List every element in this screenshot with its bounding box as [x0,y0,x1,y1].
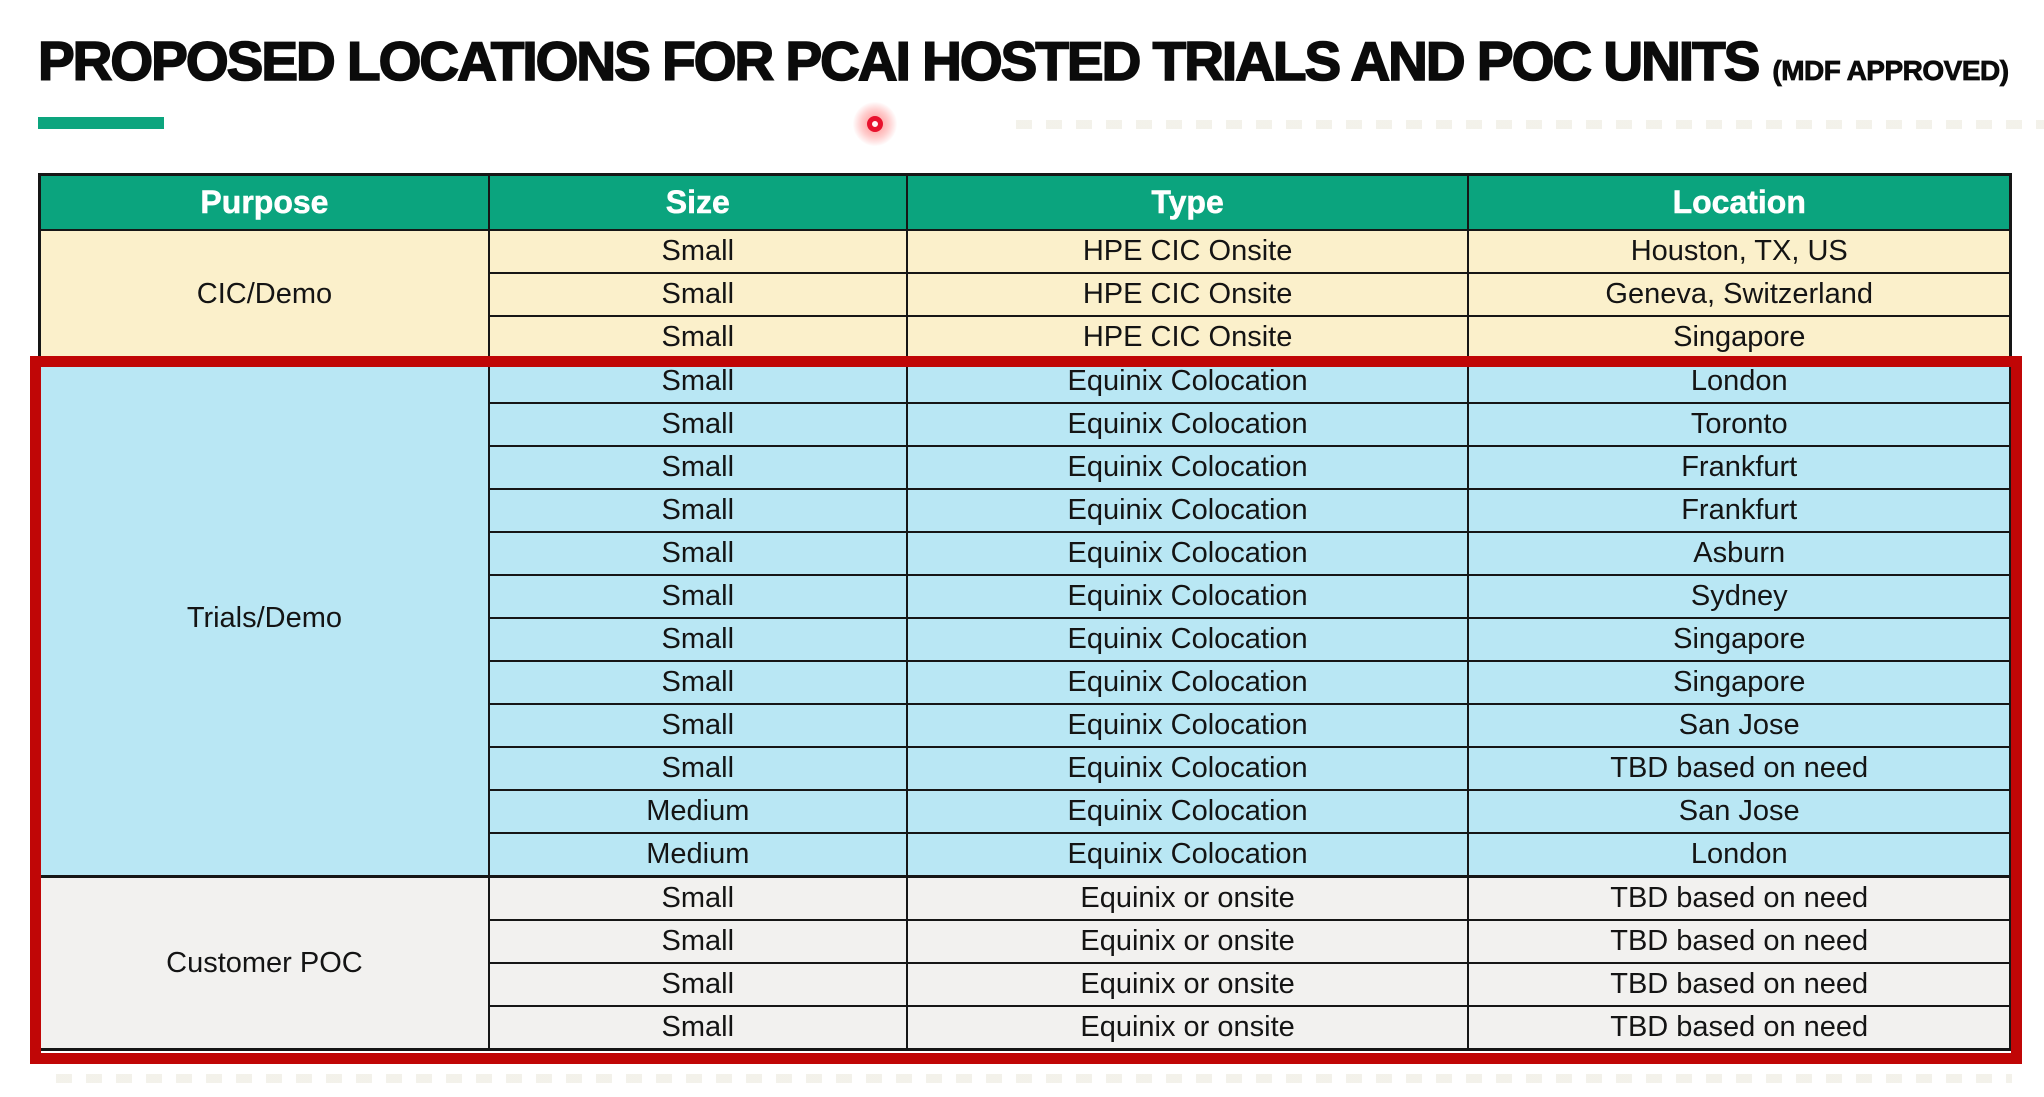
cell-location: Toronto [1467,402,2012,447]
table-row: Customer POC Small Equinix or onsite TBD ba… [38,875,2012,1051]
cell-location: London [1467,832,2012,878]
table-row: Small Equinix Colocation Frankfurt [40,445,2012,490]
table-row: Small Equinix Colocation San Jose [40,703,2012,748]
locations-table-wrap: Purpose Size Type Location CIC/Demo Small HPE… [38,173,2012,1051]
cell-type: Equinix or onsite [905,1005,1470,1051]
cell-type: Equinix Colocation [905,703,1470,748]
column-header-location: Location [1467,173,2012,231]
cell-location: TBD based on need [1467,1005,2012,1051]
cell-location: TBD based on need [1467,875,2012,921]
column-header-size: Size [487,173,908,231]
cell-location: Geneva, Switzerland [1467,272,2012,317]
cell-size: Small [487,272,908,317]
cell-location: Frankfurt [1467,488,2012,533]
cell-location: Frankfurt [1467,445,2012,490]
cell-location: Houston, TX, US [1467,229,2012,274]
capture-artifact-dashes-bottom [56,1074,2012,1083]
page-title: PROPOSED LOCATIONS FOR PCAI HOSTED TRIAL… [37,30,1761,92]
cell-size: Small [487,746,908,791]
table-row: Small Equinix Colocation Singapore [40,660,2012,705]
cell-size: Small [487,617,908,662]
cell-purpose-customer-poc: Customer POC [38,875,490,1051]
table-header-row: Purpose Size Type Location [38,173,2012,231]
cell-size: Small [487,315,908,361]
cell-size: Small [487,445,908,490]
cell-location: Singapore [1467,315,2012,361]
table-row: Small Equinix or onsite TBD based on need [40,962,2012,1007]
table-row: Small HPE CIC Onsite Singapore [40,315,2012,361]
cell-size: Small [487,531,908,576]
cell-size: Small [487,962,908,1007]
cell-size: Small [487,488,908,533]
cell-location: Asburn [1467,531,2012,576]
cell-type: Equinix Colocation [905,660,1470,705]
table-row: Small Equinix or onsite TBD based on need [40,919,2012,964]
cell-location: San Jose [1467,703,2012,748]
cell-type: Equinix Colocation [905,445,1470,490]
cell-location: Singapore [1467,617,2012,662]
cell-type: HPE CIC Onsite [905,272,1470,317]
cell-type: Equinix Colocation [905,617,1470,662]
cell-size: Small [487,402,908,447]
cell-size: Small [487,660,908,705]
cell-purpose-trials-demo: Trials/Demo [38,358,490,878]
locations-table: Purpose Size Type Location CIC/Demo Small HPE… [38,173,2012,1051]
cell-type: Equinix Colocation [905,402,1470,447]
cell-type: Equinix Colocation [905,358,1470,404]
cell-type: Equinix or onsite [905,919,1470,964]
cell-size: Medium [487,789,908,834]
cell-type: Equinix Colocation [905,746,1470,791]
cell-size: Small [487,919,908,964]
cell-size: Small [487,703,908,748]
laser-ring [867,116,883,132]
cell-location: Sydney [1467,574,2012,619]
cell-type: HPE CIC Onsite [905,229,1470,274]
cell-type: Equinix or onsite [905,875,1470,921]
table-body: CIC/Demo Small HPE CIC Onsite Houston, TX, … [38,229,2012,1051]
cell-type: Equinix Colocation [905,574,1470,619]
cell-location: San Jose [1467,789,2012,834]
cell-type: Equinix Colocation [905,832,1470,878]
table-row: Small Equinix Colocation Asburn [40,531,2012,576]
table-row: Small Equinix or onsite TBD based on need [40,1005,2012,1051]
cell-location: TBD based on need [1467,919,2012,964]
table-row: Small Equinix Colocation TBD based on need [40,746,2012,791]
table-row: Medium Equinix Colocation San Jose [40,789,2012,834]
table-row: Medium Equinix Colocation London [40,832,2012,878]
table-row: Small HPE CIC Onsite Geneva, Switzerland [40,272,2012,317]
column-header-type: Type [905,173,1470,231]
cell-type: HPE CIC Onsite [905,315,1470,361]
cell-size: Small [487,1005,908,1051]
capture-artifact-dashes-top [1016,120,2044,129]
page-title-suffix: (MDF APPROVED) [1772,55,2009,87]
cell-size: Small [487,875,908,921]
table-row: Small Equinix Colocation Toronto [40,402,2012,447]
table-row: Small Equinix Colocation Frankfurt [40,488,2012,533]
column-header-purpose: Purpose [38,173,490,231]
cell-purpose-cic-demo: CIC/Demo [38,229,490,361]
cell-location: Singapore [1467,660,2012,705]
cell-location: TBD based on need [1467,746,2012,791]
title-row: PROPOSED LOCATIONS FOR PCAI HOSTED TRIAL… [37,30,2009,92]
table-row: CIC/Demo Small HPE CIC Onsite Houston, TX, … [38,229,2012,361]
laser-pointer-dot [853,102,897,146]
title-accent-bar [38,117,164,129]
cell-size: Small [487,229,908,274]
cell-location: TBD based on need [1467,962,2012,1007]
table-row: Small Equinix Colocation Sydney [40,574,2012,619]
cell-location: London [1467,358,2012,404]
table-row: Small Equinix Colocation Singapore [40,617,2012,662]
table-row: Trials/Demo Small Equinix Colocation London [38,358,2012,878]
cell-size: Small [487,574,908,619]
cell-size: Medium [487,832,908,878]
cell-type: Equinix or onsite [905,962,1470,1007]
cell-type: Equinix Colocation [905,789,1470,834]
cell-size: Small [487,358,908,404]
cell-type: Equinix Colocation [905,531,1470,576]
cell-type: Equinix Colocation [905,488,1470,533]
laser-glow [853,102,897,146]
